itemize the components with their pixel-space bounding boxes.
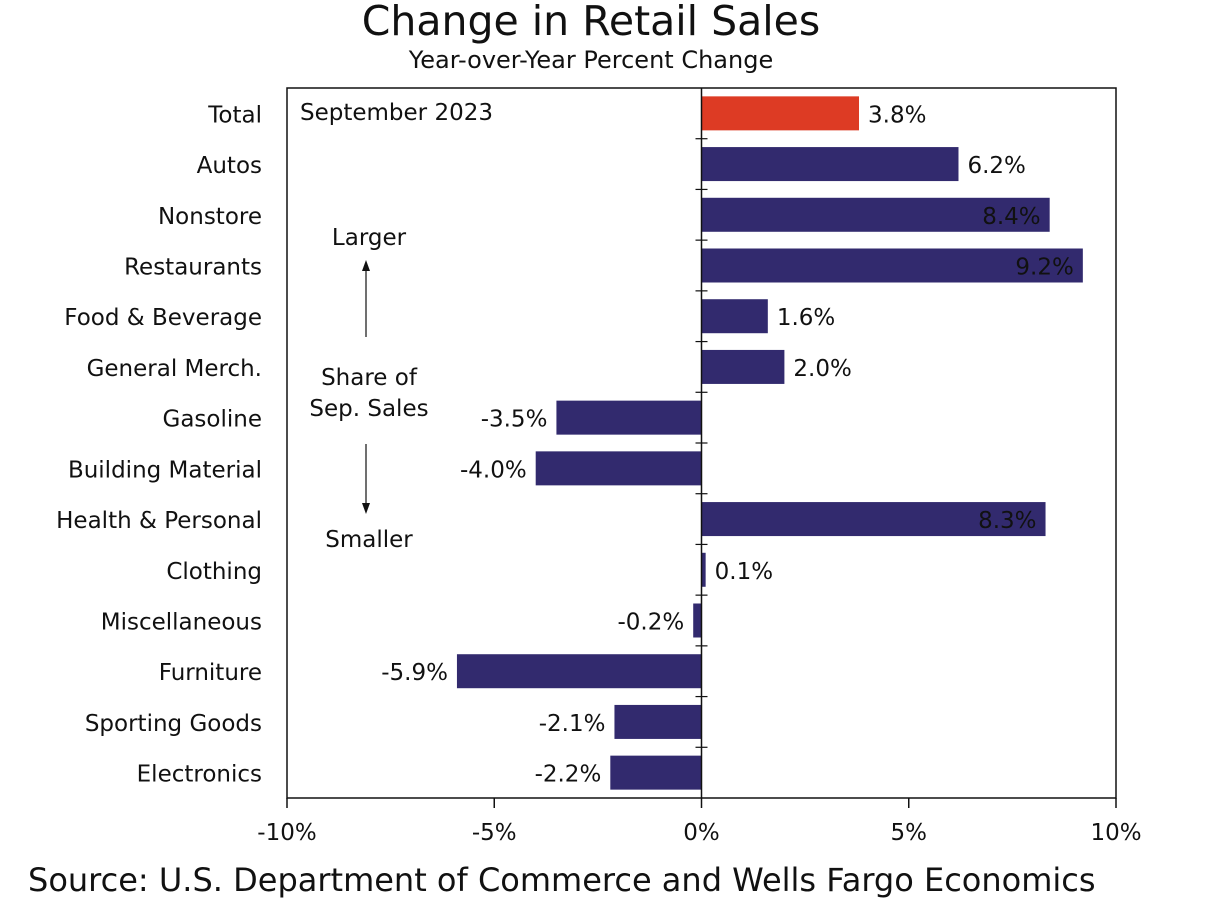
chart-annotation: September 2023 <box>300 100 493 126</box>
category-label: Food & Beverage <box>64 305 262 331</box>
category-label: Gasoline <box>163 407 262 433</box>
data-label: -3.5% <box>481 407 548 433</box>
data-label: 8.4% <box>982 204 1040 230</box>
note-share-line: Sep. Sales <box>309 396 428 422</box>
category-label: Clothing <box>166 559 262 585</box>
arrow-up-icon <box>362 260 370 271</box>
x-tick-labels: -10% -5% 0% 5% 10% <box>257 820 1141 846</box>
data-label: -2.1% <box>539 711 606 737</box>
data-label: 3.8% <box>868 102 926 128</box>
category-label: Restaurants <box>124 255 262 281</box>
category-labels: Total Autos Nonstore Restaurants Food & Beve… <box>56 102 262 787</box>
category-label: Electronics <box>137 762 262 788</box>
bar-health-personal <box>701 502 1046 537</box>
data-label: 8.3% <box>978 508 1036 534</box>
data-label: -0.2% <box>617 610 684 636</box>
category-label: Furniture <box>159 660 262 686</box>
source-note: Source: U.S. Department of Commerce and … <box>28 861 1096 899</box>
bar-furniture <box>456 654 702 689</box>
data-label: 2.0% <box>793 356 851 382</box>
chart-title: Change in Retail Sales <box>361 0 821 45</box>
share-note: Larger Share of Sep. Sales Smaller <box>309 225 428 553</box>
data-label: -2.2% <box>535 762 602 788</box>
x-tick-label: -5% <box>472 820 517 846</box>
bar-miscellaneous <box>693 603 702 638</box>
category-label: Miscellaneous <box>101 610 262 636</box>
data-label: -5.9% <box>381 660 448 686</box>
data-label: 6.2% <box>967 153 1025 179</box>
bars-group <box>456 96 1083 790</box>
bar-restaurants <box>701 248 1083 283</box>
bar-food-beverage <box>701 299 768 334</box>
bar-sporting-goods <box>614 704 702 739</box>
bar-gasoline <box>556 400 702 435</box>
category-label: Health & Personal <box>56 508 262 534</box>
bar-chart: Total Autos Nonstore Restaurants Food & Beve… <box>56 87 1142 846</box>
x-tick-label: -10% <box>257 820 316 846</box>
category-label: Building Material <box>68 457 262 483</box>
category-label: Autos <box>197 153 262 179</box>
data-label: 9.2% <box>1015 255 1073 281</box>
x-tick-label: 5% <box>891 820 928 846</box>
note-share-line: Share of <box>321 365 418 391</box>
bar-electronics <box>610 755 702 790</box>
x-tick-label: 10% <box>1090 820 1141 846</box>
bar-total <box>701 96 860 131</box>
bar-nonstore <box>701 197 1050 232</box>
chart-subtitle: Year-over-Year Percent Change <box>408 46 774 74</box>
data-label: 1.6% <box>777 305 835 331</box>
bar-clothing <box>701 552 706 587</box>
bar-building-material <box>535 451 702 486</box>
note-larger: Larger <box>332 225 407 251</box>
category-label: Total <box>207 102 262 128</box>
category-label: Nonstore <box>158 204 262 230</box>
category-label: Sporting Goods <box>85 711 262 737</box>
note-share: Share of Sep. Sales <box>309 365 428 422</box>
bar-general-merch <box>701 349 785 384</box>
bar-autos <box>701 147 959 182</box>
x-tick-label: 0% <box>683 820 720 846</box>
data-label: 0.1% <box>715 559 773 585</box>
arrow-down-icon <box>362 503 370 514</box>
data-label: -4.0% <box>460 457 527 483</box>
note-smaller: Smaller <box>325 527 413 553</box>
category-label: General Merch. <box>87 356 262 382</box>
data-labels: 3.8% 6.2% 8.4% 9.2% 1.6% 2.0% -3.5% -4.0% 8.3% 0.… <box>381 102 1074 787</box>
